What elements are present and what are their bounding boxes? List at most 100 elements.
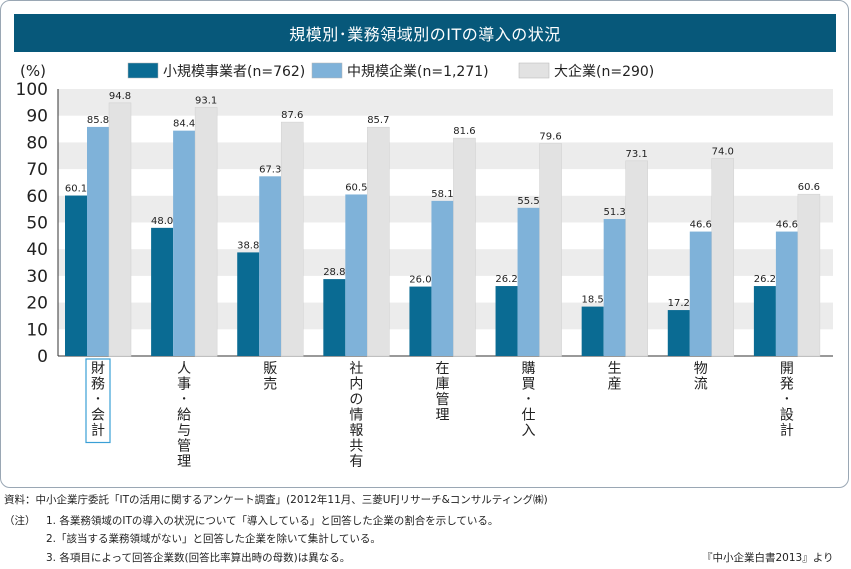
bar	[625, 160, 648, 357]
x-tick-label: 計	[780, 423, 794, 439]
bar	[194, 107, 218, 357]
data-label: 79.6	[539, 131, 561, 142]
x-tick-label: ･	[525, 392, 532, 408]
data-label: 81.6	[453, 126, 475, 137]
y-tick-label: 80	[26, 133, 48, 153]
bar	[345, 194, 368, 356]
x-tick-label: 社	[349, 361, 363, 377]
x-tick-label: 与	[177, 423, 191, 439]
x-tick-label: 人	[177, 361, 191, 377]
data-label: 26.2	[495, 274, 517, 285]
data-label: 17.2	[668, 298, 690, 309]
x-tick-label: 有	[349, 454, 363, 470]
x-tick-label: 産	[608, 377, 622, 393]
legend-swatch	[127, 62, 159, 79]
y-tick-label: 10	[26, 320, 48, 340]
y-tick-label: 40	[26, 240, 48, 260]
bar	[323, 279, 346, 356]
note-label: （注）	[4, 515, 36, 527]
y-tick-label: 70	[26, 160, 48, 180]
x-tick-label: 給	[177, 408, 191, 424]
y-tick-label: 20	[26, 294, 48, 314]
bar	[87, 126, 109, 356]
data-label: 28.8	[323, 267, 345, 278]
data-label: 94.8	[109, 91, 131, 102]
x-tick-label: ･	[95, 392, 102, 408]
data-label: 60.1	[65, 184, 87, 195]
data-label: 51.3	[604, 207, 626, 218]
bar	[495, 286, 518, 356]
data-label: 46.6	[690, 220, 712, 231]
bar	[581, 306, 604, 356]
y-tick-label: 0	[37, 347, 48, 367]
bar	[280, 121, 304, 357]
bar	[173, 130, 196, 356]
bar	[259, 176, 282, 356]
bar	[453, 137, 476, 357]
bar	[517, 207, 540, 356]
legend-swatch	[311, 62, 343, 79]
data-label: 26.2	[754, 274, 776, 285]
x-tick-label: 報	[349, 423, 363, 439]
data-label: 48.0	[151, 216, 173, 227]
bar	[431, 200, 454, 356]
x-tick-label: 流	[694, 377, 708, 393]
x-tick-label: 理	[177, 454, 191, 470]
x-tick-label: 売	[263, 377, 277, 393]
x-tick-label: 管	[435, 392, 449, 408]
data-label: 87.6	[281, 110, 303, 121]
bar	[711, 158, 735, 357]
x-tick-label: 販	[263, 361, 277, 377]
data-label: 74.0	[712, 146, 734, 157]
source-note: 資料：中小企業庁委託「ITの活用に関するアンケート調査」(2012年11月、三菱…	[4, 494, 548, 506]
x-tick-label: 務	[91, 377, 105, 393]
x-tick-label: ･	[181, 392, 188, 408]
bar	[539, 143, 562, 357]
notes-section: 資料：中小企業庁委託「ITの活用に関するアンケート調査」(2012年11月、三菱…	[0, 489, 851, 569]
data-label: 93.1	[195, 95, 217, 106]
bar	[689, 231, 712, 356]
bar	[108, 102, 132, 357]
data-label: 26.0	[409, 275, 431, 286]
y-tick-label: 60	[26, 187, 48, 207]
bar	[603, 219, 626, 356]
citation: 『中小企業白書2013』より	[702, 552, 834, 564]
x-tick-label: 計	[91, 423, 105, 439]
x-tick-label: 理	[435, 408, 449, 424]
x-tick-label: 設	[780, 408, 794, 424]
x-tick-label: ･	[783, 392, 790, 408]
data-label: 73.1	[626, 149, 648, 160]
y-unit-label: (%)	[20, 62, 46, 80]
bar	[151, 227, 174, 356]
highlight-box	[85, 358, 111, 444]
legend-swatch	[518, 62, 550, 79]
bar-chart: 0 10 20 30 40 50 60 70 80 90 100(%) 小規模事業者(n=762) 中規…	[16, 62, 833, 470]
y-tick-label: 100	[16, 80, 48, 100]
x-tick-label: 共	[349, 439, 363, 455]
x-tick-label: 庫	[435, 376, 449, 393]
data-label: 18.5	[582, 295, 604, 306]
data-label: 85.7	[367, 115, 389, 126]
data-label: 55.5	[517, 196, 539, 207]
bar	[797, 193, 821, 357]
bar	[667, 310, 690, 356]
bar	[367, 126, 390, 357]
x-tick-label: 入	[522, 423, 536, 439]
x-tick-label: 事	[177, 377, 191, 393]
x-tick-label: 財	[91, 361, 105, 377]
y-tick-label: 90	[26, 107, 48, 127]
bar	[65, 195, 87, 356]
x-tick-label: 管	[177, 439, 191, 455]
y-tick-label: 30	[26, 267, 48, 287]
chart-title: 規模別･業務領域別のITの導入の状況	[14, 14, 836, 52]
data-label: 38.8	[237, 240, 259, 251]
x-tick-label: 情	[349, 408, 363, 424]
x-tick-label: 生	[608, 361, 622, 377]
legend-label: 中規模企業(n=1,271)	[347, 63, 489, 80]
legend-label: 大企業(n=290)	[554, 63, 654, 80]
data-label: 60.6	[798, 182, 820, 193]
data-label: 85.8	[87, 115, 109, 126]
bar	[237, 252, 260, 356]
note-1: 1. 各業務領域のITの導入の状況について「導入している」と回答した企業の割合を…	[46, 515, 499, 527]
data-label: 84.4	[173, 119, 195, 130]
